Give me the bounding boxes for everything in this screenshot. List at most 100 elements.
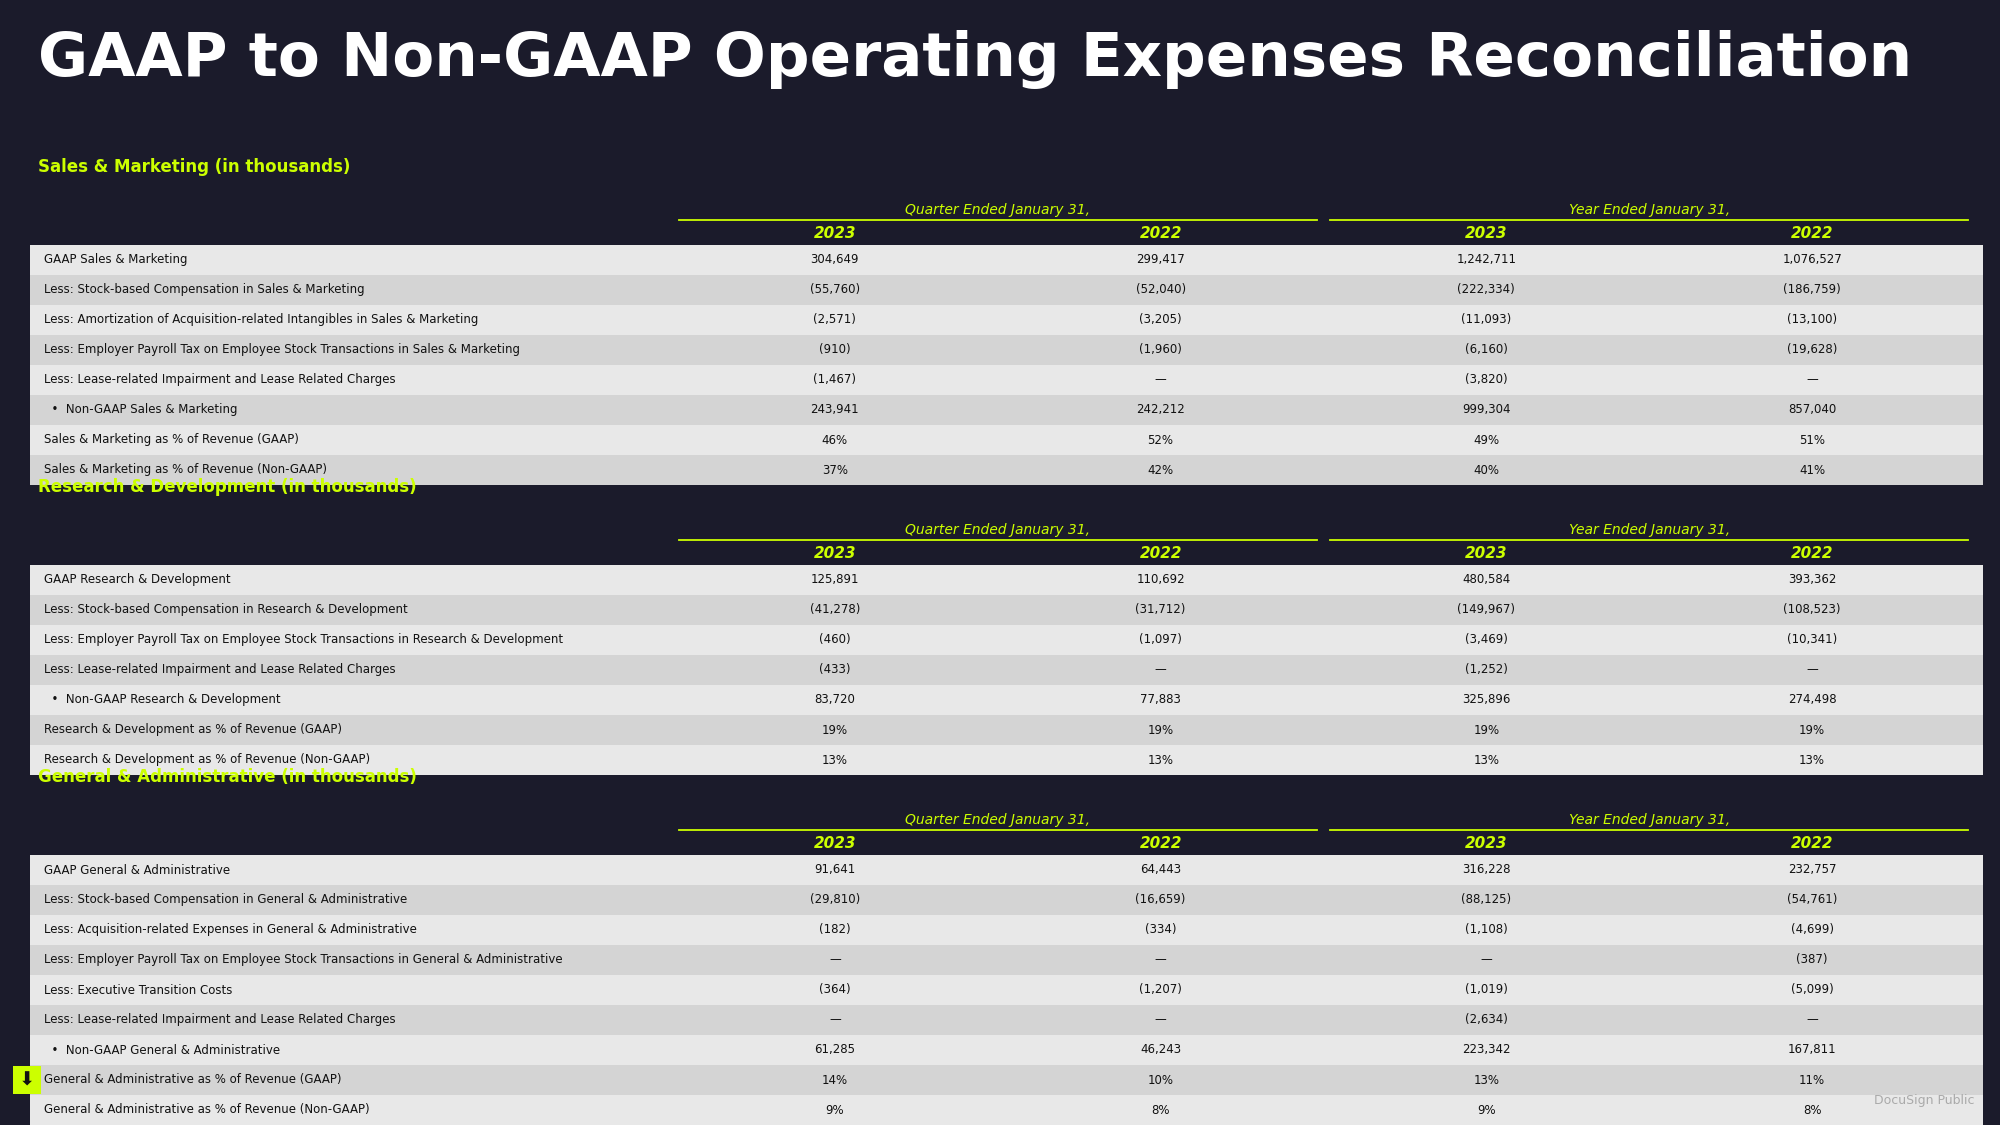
Text: (10,341): (10,341) (1788, 633, 1838, 647)
Text: 9%: 9% (1478, 1104, 1496, 1116)
Text: 243,941: 243,941 (810, 404, 860, 416)
Text: Research & Development (in thousands): Research & Development (in thousands) (38, 478, 416, 496)
Text: 857,040: 857,040 (1788, 404, 1836, 416)
Text: GAAP Research & Development: GAAP Research & Development (44, 574, 230, 586)
Bar (30, 245, 1984, 274)
Text: —: — (1480, 954, 1492, 966)
Text: 13%: 13% (1474, 754, 1500, 766)
Text: (3,469): (3,469) (1464, 633, 1508, 647)
Bar (30, 975, 1984, 1005)
Text: 110,692: 110,692 (1136, 574, 1184, 586)
Bar (30, 274, 1984, 305)
FancyBboxPatch shape (14, 1066, 40, 1094)
Text: 46%: 46% (822, 433, 848, 447)
Text: (16,659): (16,659) (1136, 893, 1186, 907)
Text: 2023: 2023 (1466, 546, 1508, 561)
Text: (88,125): (88,125) (1462, 893, 1512, 907)
Text: Less: Stock-based Compensation in Research & Development: Less: Stock-based Compensation in Resear… (44, 603, 408, 616)
Text: Less: Executive Transition Costs: Less: Executive Transition Costs (44, 983, 232, 997)
Text: Less: Amortization of Acquisition-related Intangibles in Sales & Marketing: Less: Amortization of Acquisition-relate… (44, 314, 478, 326)
Text: (2,571): (2,571) (814, 314, 856, 326)
Bar (30, 855, 1984, 885)
Text: GAAP Sales & Marketing: GAAP Sales & Marketing (44, 253, 188, 267)
Text: 19%: 19% (1474, 723, 1500, 737)
Text: 9%: 9% (826, 1104, 844, 1116)
Bar (30, 716, 1984, 745)
Text: 37%: 37% (822, 464, 848, 477)
Text: 49%: 49% (1474, 433, 1500, 447)
Text: 167,811: 167,811 (1788, 1044, 1836, 1056)
Text: (1,252): (1,252) (1464, 664, 1508, 676)
Bar (30, 335, 1984, 364)
Text: 2023: 2023 (814, 546, 856, 561)
Bar (30, 364, 1984, 395)
Text: (334): (334) (1144, 924, 1176, 936)
Text: 223,342: 223,342 (1462, 1044, 1510, 1056)
Text: Sales & Marketing (in thousands): Sales & Marketing (in thousands) (38, 158, 350, 176)
Text: (6,160): (6,160) (1464, 343, 1508, 357)
Text: Year Ended January 31,: Year Ended January 31, (1568, 202, 1730, 217)
Bar (30, 915, 1984, 945)
Text: (41,278): (41,278) (810, 603, 860, 616)
Text: 19%: 19% (1800, 723, 1826, 737)
Text: (182): (182) (820, 924, 850, 936)
Text: —: — (1154, 954, 1166, 966)
Text: Less: Lease-related Impairment and Lease Related Charges: Less: Lease-related Impairment and Lease… (44, 374, 396, 387)
Text: 2022: 2022 (1140, 546, 1182, 561)
Text: Research & Development as % of Revenue (GAAP): Research & Development as % of Revenue (… (44, 723, 342, 737)
Text: 480,584: 480,584 (1462, 574, 1510, 586)
Text: (4,699): (4,699) (1790, 924, 1834, 936)
Text: ⬇: ⬇ (18, 1071, 36, 1089)
Bar (30, 685, 1984, 716)
Bar (30, 655, 1984, 685)
Bar (30, 395, 1984, 425)
Text: •  Non-GAAP General & Administrative: • Non-GAAP General & Administrative (44, 1044, 280, 1056)
Text: 64,443: 64,443 (1140, 864, 1182, 876)
Text: 13%: 13% (1800, 754, 1826, 766)
Text: (3,820): (3,820) (1466, 374, 1508, 387)
Text: 13%: 13% (822, 754, 848, 766)
Text: 2022: 2022 (1790, 546, 1834, 561)
Text: Year Ended January 31,: Year Ended January 31, (1568, 523, 1730, 537)
Bar (30, 945, 1984, 975)
Text: 13%: 13% (1148, 754, 1174, 766)
Text: 2023: 2023 (814, 226, 856, 241)
Text: 61,285: 61,285 (814, 1044, 856, 1056)
Text: (3,205): (3,205) (1140, 314, 1182, 326)
Text: 19%: 19% (822, 723, 848, 737)
Text: 232,757: 232,757 (1788, 864, 1836, 876)
Text: Less: Acquisition-related Expenses in General & Administrative: Less: Acquisition-related Expenses in Ge… (44, 924, 416, 936)
Text: (1,467): (1,467) (814, 374, 856, 387)
Bar (30, 1005, 1984, 1035)
Text: (1,019): (1,019) (1464, 983, 1508, 997)
Text: General & Administrative as % of Revenue (GAAP): General & Administrative as % of Revenue… (44, 1073, 342, 1087)
Text: Quarter Ended January 31,: Quarter Ended January 31, (906, 202, 1090, 217)
Text: 2022: 2022 (1140, 836, 1182, 850)
Bar (0, 495, 2000, 518)
Text: (54,761): (54,761) (1786, 893, 1838, 907)
Text: —: — (1154, 374, 1166, 387)
Text: 316,228: 316,228 (1462, 864, 1510, 876)
Text: (910): (910) (820, 343, 850, 357)
Text: (11,093): (11,093) (1462, 314, 1512, 326)
Bar (30, 885, 1984, 915)
Text: 51%: 51% (1800, 433, 1826, 447)
Text: 242,212: 242,212 (1136, 404, 1184, 416)
Text: —: — (1154, 664, 1166, 676)
Text: 1,242,711: 1,242,711 (1456, 253, 1516, 267)
Text: 77,883: 77,883 (1140, 693, 1182, 706)
Bar (0, 785, 2000, 807)
Text: (13,100): (13,100) (1788, 314, 1838, 326)
Text: 40%: 40% (1474, 464, 1500, 477)
Text: (460): (460) (820, 633, 850, 647)
Text: Sales & Marketing as % of Revenue (GAAP): Sales & Marketing as % of Revenue (GAAP) (44, 433, 298, 447)
Text: (31,712): (31,712) (1136, 603, 1186, 616)
Text: 2023: 2023 (1466, 226, 1508, 241)
Text: General & Administrative (in thousands): General & Administrative (in thousands) (38, 768, 416, 786)
Text: GAAP to Non-GAAP Operating Expenses Reconciliation: GAAP to Non-GAAP Operating Expenses Reco… (38, 30, 1912, 89)
Text: Research & Development as % of Revenue (Non-GAAP): Research & Development as % of Revenue (… (44, 754, 370, 766)
Text: 8%: 8% (1802, 1104, 1822, 1116)
Text: 2022: 2022 (1140, 226, 1182, 241)
Text: 2022: 2022 (1790, 836, 1834, 850)
Text: •  Non-GAAP Sales & Marketing: • Non-GAAP Sales & Marketing (44, 404, 238, 416)
